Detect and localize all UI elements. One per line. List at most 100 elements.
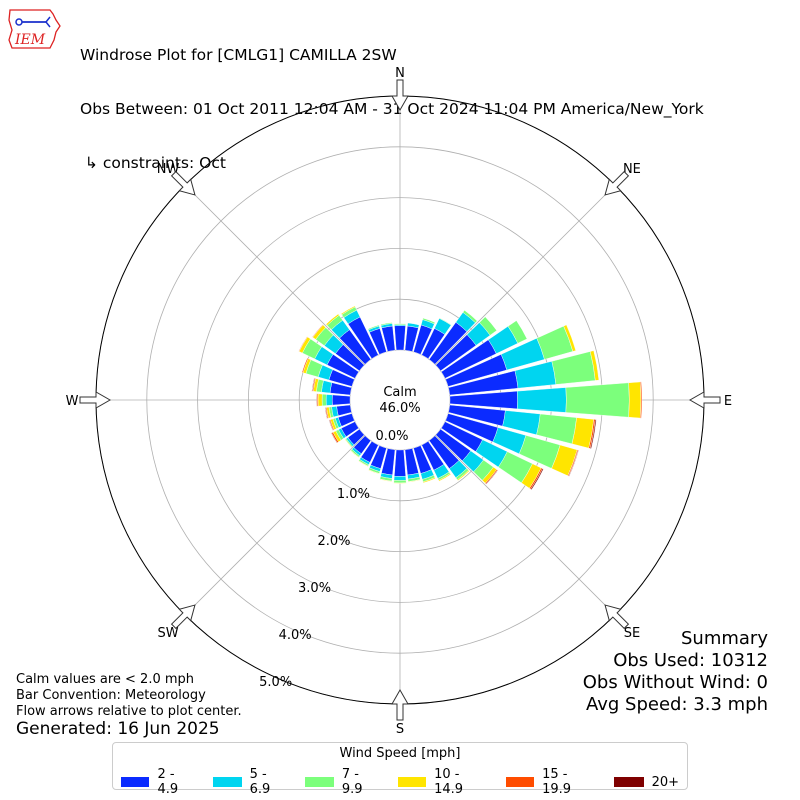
flow-arrow-icon [688,391,721,409]
windrose-bar-segment [438,473,452,482]
windrose-bar-segment [330,432,338,444]
flow-arrow-icon [604,604,630,630]
legend-swatch [305,777,334,787]
legend-label: 10 - 14.9 [434,767,464,797]
windrose-bar-segment [316,393,318,407]
windrose-bar-segment [317,393,323,407]
direction-label: NE [623,162,641,177]
windrose-bar-segment [457,470,470,481]
windrose-bar-segment [439,317,452,326]
sector-bars [298,305,643,491]
radial-tick-labels: 0.0% 1.0% 2.0% 3.0% 4.0% 5.0% [259,429,408,690]
grid-spoke [184,184,365,365]
legend-item: 2 - 4.9 [121,767,197,797]
windrose-bar-segment [568,449,579,477]
flow-arrow-icon [79,391,112,409]
legend-label: 7 - 9.9 [341,767,363,797]
calm-note: Calm values are < 2.0 mph [16,672,195,687]
windrose-bar-segment [407,479,421,483]
chart-title: Windrose Plot for [CMLG1] CAMILLA 2SW [80,46,397,64]
direction-label: SE [624,626,640,641]
calm-title: Calm [383,385,416,400]
legend-swatch [613,777,644,787]
legend-swatch [505,777,535,787]
windrose-bar-segment [563,324,577,352]
windrose-bar-segment [407,322,420,329]
calm-value: 46.0% [379,401,420,416]
windrose-bar-segment [422,477,436,484]
windrose-bar-segment [462,310,478,324]
direction-label: S [396,722,404,737]
windrose-bar-segment [530,468,544,491]
windrose-bar-segment [393,480,407,484]
windrose-bar-segment [332,394,351,406]
windrose-bar-segment [324,407,328,419]
radial-tick-label: 1.0% [337,487,370,502]
grid-spoke [184,435,365,616]
windrose-bar-segment [340,305,356,315]
bar-convention-note: Bar Convention: Meteorology [16,688,206,703]
windrose-bar-segment [358,460,369,467]
radial-tick-label: 0.0% [375,429,408,444]
windrose-bar-segment [325,394,333,406]
legend-label: 20+ [651,774,680,790]
iem-logo: IEM [8,9,61,49]
windrose-bar-segment [393,475,407,481]
windrose-bar-segment [485,469,499,485]
windrose-bar-segment [325,313,340,326]
windrose-bar-segment [328,419,334,431]
windrose-bar-segment [479,316,497,336]
generated-date: Generated: 16 Jun 2025 [16,719,220,739]
windrose-bar-segment [565,382,630,418]
summary-title: Summary [681,628,768,649]
legend-swatch [213,777,242,787]
flow-arrow-icon [170,604,196,630]
windrose-bar-segment [551,351,596,385]
direction-label: E [724,394,732,409]
direction-label: W [66,394,79,409]
legend: Wind Speed [mph] 2 - 4.9 5 - 6.9 7 - 9.9 10… [112,742,688,797]
windrose-bar-segment [312,324,324,338]
radial-tick-label: 5.0% [259,675,292,690]
windrose-bar-segment [301,357,309,373]
legend-item: 10 - 14.9 [397,767,490,797]
logo-text: IEM [14,32,46,48]
flow-arrow-icon [391,79,409,112]
legend-item: 15 - 19.9 [505,767,598,797]
legend-items: 2 - 4.9 5 - 6.9 7 - 9.9 10 - 14.9 15 - 19.9 2… [113,767,687,797]
legend-swatch [397,777,427,787]
windrose-bar-segment [380,322,393,326]
radial-tick-label: 3.0% [298,581,331,596]
legend-item: 5 - 6.9 [213,767,289,797]
windrose-bar-segment [536,413,577,445]
windrose-bar-segment [517,387,567,413]
windrose-bar-segment [298,336,308,352]
windrose-bar-segment [422,317,436,325]
windrose-bar-segment [367,324,380,331]
windrose-bar-segment [640,381,643,419]
legend-label: 15 - 19.9 [542,767,572,797]
windrose-bar-segment [589,419,597,449]
direction-label: N [395,66,405,81]
flow-arrows-note: Flow arrows relative to plot center. [16,704,242,719]
windrose-bar-segment [628,381,642,419]
legend-item: 20+ [613,767,680,797]
flow-arrow-icon [604,170,630,196]
legend-label: 5 - 6.9 [249,767,271,797]
legend-title: Wind Speed [mph] [339,746,461,761]
windrose-bar-segment [394,449,406,477]
flow-arrow-icon [391,688,409,721]
obs-without-wind: Obs Without Wind: 0 [582,672,768,693]
windrose-bar-segment [393,482,407,484]
avg-speed: Avg Speed: 3.3 mph [586,694,768,715]
windrose-bar-segment [368,469,380,475]
windrose-bar-segment [394,323,406,326]
legend-item: 7 - 9.9 [305,767,381,797]
windrose-bar-segment [394,325,406,351]
radial-tick-label: 4.0% [279,628,312,643]
grid-spoke [435,184,616,365]
flow-arrow-icon [170,170,196,196]
windrose-bar-segment [507,320,528,344]
